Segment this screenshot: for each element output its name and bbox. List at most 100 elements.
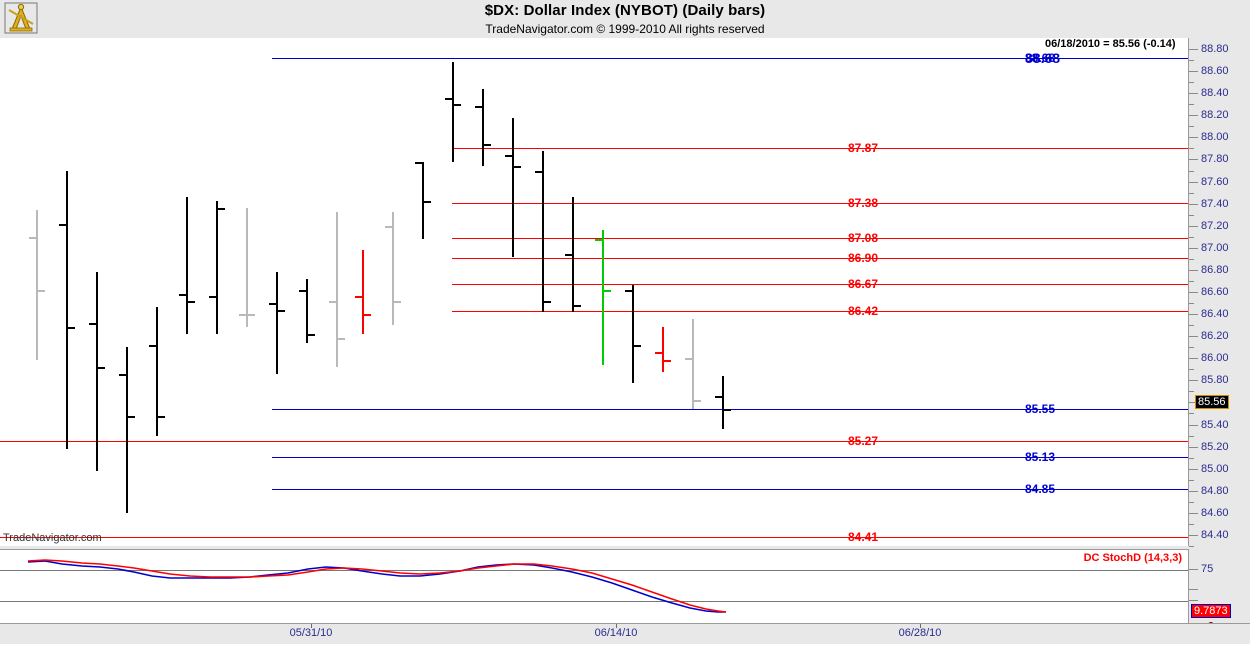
- price-level-line[interactable]: [452, 311, 1188, 312]
- price-level-label[interactable]: 85.55: [1025, 402, 1056, 416]
- ohlc-stem: [602, 230, 604, 365]
- ohlc-close-tick: [98, 367, 105, 370]
- price-level-line[interactable]: [452, 203, 1188, 204]
- price-axis-tick: [1189, 137, 1198, 139]
- price-level-label[interactable]: 87.87: [848, 141, 879, 155]
- ohlc-close-tick: [604, 289, 611, 292]
- ohlc-close-tick: [158, 415, 165, 418]
- price-axis-tick: [1189, 93, 1198, 95]
- price-level-label[interactable]: 87.08: [848, 231, 879, 245]
- price-level-label[interactable]: 84.41: [848, 530, 879, 544]
- ohlc-close-tick: [68, 327, 75, 330]
- price-axis-minor-tick: [1189, 82, 1194, 84]
- price-level-dash: [1009, 58, 1021, 59]
- ohlc-stem: [276, 272, 278, 374]
- price-axis-label: 87.40: [1201, 197, 1229, 210]
- ohlc-open-tick: [445, 97, 452, 100]
- ohlc-open-tick: [299, 289, 306, 292]
- price-axis-tick: [1189, 71, 1198, 73]
- ohlc-close-tick: [308, 333, 315, 336]
- price-axis-minor-tick: [1189, 214, 1194, 216]
- price-axis-minor-tick: [1189, 126, 1194, 128]
- price-level-dash: [832, 284, 844, 285]
- price-axis-label: 87.60: [1201, 175, 1229, 188]
- price-level-label[interactable]: 85.13: [1025, 450, 1056, 464]
- price-level-dash: [832, 148, 844, 149]
- price-axis-minor-tick: [1189, 413, 1194, 415]
- ohlc-stem: [482, 88, 484, 167]
- price-axis-minor-tick: [1189, 501, 1194, 503]
- ohlc-open-tick: [505, 155, 512, 158]
- price-axis-tick: [1189, 203, 1198, 205]
- ohlc-close-tick: [634, 345, 641, 347]
- price-axis-label: 85.20: [1201, 440, 1229, 453]
- price-axis-tick: [1189, 225, 1198, 227]
- date-axis-label: 06/14/10: [594, 627, 638, 639]
- price-level-label[interactable]: 86.90: [848, 251, 879, 265]
- ohlc-close-tick: [664, 360, 671, 363]
- price-level-label[interactable]: 85.27: [848, 434, 879, 448]
- price-axis-tick: [1189, 292, 1198, 293]
- ohlc-open-tick: [149, 345, 156, 347]
- chart-subtitle: TradeNavigator.com © 1999-2010 All right…: [485, 22, 765, 36]
- price-axis-minor-tick: [1189, 347, 1194, 349]
- price-level-line[interactable]: [0, 441, 1188, 442]
- ohlc-stem: [542, 150, 544, 312]
- date-axis-tick: [616, 624, 617, 628]
- date-axis-tick: [311, 624, 312, 628]
- ohlc-stem: [512, 117, 514, 257]
- price-level-line[interactable]: [452, 238, 1188, 239]
- price-level-line[interactable]: [272, 489, 1188, 490]
- indicator-axis[interactable]: 75 9.7873: [1189, 549, 1250, 623]
- ohlc-stem: [246, 208, 248, 328]
- price-axis-minor-tick: [1189, 369, 1194, 371]
- price-level-label[interactable]: 86.67: [848, 277, 879, 291]
- price-axis-label: 86.60: [1201, 286, 1229, 298]
- price-axis-label: 87.80: [1201, 153, 1229, 166]
- price-level-line[interactable]: [452, 284, 1188, 285]
- ohlc-open-tick: [685, 358, 692, 361]
- date-axis[interactable]: 05/31/10 06/14/10 06/28/10: [0, 623, 1250, 644]
- ohlc-close-tick: [218, 208, 225, 211]
- price-axis-tick: [1189, 490, 1198, 492]
- price-axis-minor-tick: [1189, 523, 1194, 525]
- price-level-dash: [832, 441, 844, 442]
- price-pane[interactable]: TradeNavigator.com: [0, 38, 1189, 546]
- price-axis[interactable]: 88.80 88.60 88.40 88.20 88.00 87.80 87.60 87.40…: [1189, 38, 1250, 547]
- ohlc-open-tick: [715, 395, 722, 398]
- price-axis-minor-tick: [1189, 170, 1194, 172]
- ohlc-open-tick: [655, 351, 662, 354]
- price-axis-minor-tick: [1189, 457, 1194, 459]
- indicator-pane[interactable]: DC StochD (14,3,3): [0, 549, 1189, 624]
- price-axis-tick: [1189, 380, 1198, 382]
- price-level-label[interactable]: 86.42: [848, 304, 879, 318]
- indicator-series-line: [27, 560, 726, 613]
- price-axis-label: 88.20: [1201, 109, 1229, 122]
- price-level-line[interactable]: [452, 258, 1188, 259]
- price-level-line[interactable]: [272, 58, 1188, 59]
- price-axis-tick: [1189, 181, 1198, 183]
- ohlc-stem: [336, 212, 338, 368]
- watermark: TradeNavigator.com: [3, 532, 102, 544]
- ohlc-close-tick: [514, 166, 521, 169]
- ohlc-stem: [722, 375, 724, 429]
- ohlc-close-tick: [724, 409, 731, 412]
- price-axis-tick: [1189, 512, 1198, 514]
- price-level-label[interactable]: 87.38: [848, 196, 879, 210]
- ohlc-open-tick: [329, 300, 336, 303]
- ohlc-close-tick: [364, 314, 371, 317]
- indicator-axis-label-75: 75: [1201, 563, 1214, 575]
- price-level-line[interactable]: [0, 537, 1188, 538]
- price-axis-label: 85.00: [1201, 462, 1229, 475]
- price-level-line[interactable]: [272, 457, 1188, 458]
- price-level-line[interactable]: [452, 148, 1188, 149]
- price-level-label[interactable]: 84.85: [1025, 482, 1056, 496]
- price-axis-minor-tick: [1189, 104, 1194, 106]
- ohlc-stem: [572, 197, 574, 312]
- price-level-label[interactable]: 88.68: [1025, 51, 1056, 65]
- price-axis-minor-tick: [1189, 479, 1194, 481]
- ohlc-open-tick: [535, 170, 542, 173]
- price-axis-label: 86.80: [1201, 263, 1229, 276]
- ohlc-open-tick: [415, 161, 422, 164]
